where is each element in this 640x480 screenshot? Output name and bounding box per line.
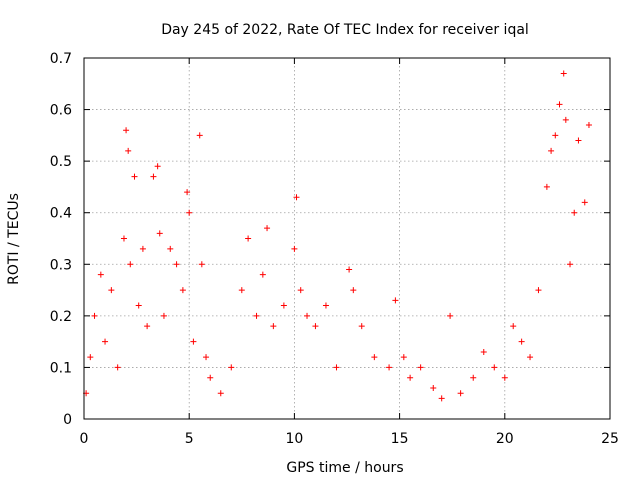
data-point [567, 261, 574, 268]
data-point [264, 225, 271, 232]
data-point [392, 297, 399, 304]
data-point [535, 287, 542, 294]
data-point [333, 364, 340, 371]
data-point [198, 261, 205, 268]
data-point [87, 354, 94, 361]
data-point [144, 323, 151, 330]
data-point [548, 147, 555, 154]
data-point [491, 364, 498, 371]
data-point [371, 354, 378, 361]
data-point [501, 374, 508, 381]
x-tick-label: 10 [285, 431, 303, 447]
y-tick-label: 0 [63, 412, 72, 428]
data-point [125, 147, 132, 154]
data-point [253, 312, 260, 319]
data-point [346, 266, 353, 273]
data-point [480, 348, 487, 355]
axes: 0 5 10 15 20 25 0 0.1 0.2 0.3 0.4 0.5 0.6 0.7 [50, 51, 619, 447]
data-point [173, 261, 180, 268]
data-point [457, 390, 464, 397]
data-point [123, 127, 130, 134]
data-point [238, 287, 245, 294]
data-point [350, 287, 357, 294]
data-point [120, 235, 127, 242]
x-tick-label: 15 [391, 431, 409, 447]
data-point [400, 354, 407, 361]
data-point [160, 312, 167, 319]
data-point [312, 323, 319, 330]
data-point [186, 209, 193, 216]
data-point [291, 245, 298, 252]
data-point [114, 364, 121, 371]
data-point [562, 116, 569, 123]
data-point [245, 235, 252, 242]
data-point [575, 137, 582, 144]
x-tick-label: 25 [601, 431, 619, 447]
data-point [510, 323, 517, 330]
data-point [560, 70, 567, 77]
y-tick-label: 0.4 [50, 206, 72, 222]
y-tick-label: 0.5 [50, 154, 72, 170]
grid-lines [84, 58, 610, 419]
data-point [108, 287, 115, 294]
data-point [135, 302, 142, 309]
data-point [167, 245, 174, 252]
data-point [581, 199, 588, 206]
x-tick-label: 5 [185, 431, 194, 447]
data-point [217, 390, 224, 397]
y-tick-label: 0.7 [50, 51, 72, 67]
data-point [297, 287, 304, 294]
data-point [304, 312, 311, 319]
data-point [156, 230, 163, 237]
data-point [447, 312, 454, 319]
y-tick-label: 0.3 [50, 257, 72, 273]
data-point [150, 173, 157, 180]
data-point [552, 132, 559, 139]
data-point [417, 364, 424, 371]
data-point [127, 261, 134, 268]
data-point [470, 374, 477, 381]
data-point [259, 271, 266, 278]
data-point [556, 101, 563, 108]
y-tick-label: 0.6 [50, 103, 72, 119]
y-tick-label: 0.2 [50, 309, 72, 325]
data-point [543, 183, 550, 190]
data-point [184, 189, 191, 196]
data-point [322, 302, 329, 309]
data-point [438, 395, 445, 402]
data-point [97, 271, 104, 278]
data-point [571, 209, 578, 216]
chart-title: Day 245 of 2022, Rate Of TEC Index for r… [161, 22, 529, 38]
data-point [358, 323, 365, 330]
data-point [203, 354, 210, 361]
data-point [407, 374, 414, 381]
data-point [527, 354, 534, 361]
data-point [102, 338, 109, 345]
data-point [228, 364, 235, 371]
plot-frame [83, 57, 611, 420]
data-point [293, 194, 300, 201]
data-point [518, 338, 525, 345]
x-axis-label: GPS time / hours [286, 460, 403, 476]
data-points [83, 70, 592, 402]
data-point [131, 173, 138, 180]
x-tick-label: 20 [496, 431, 514, 447]
data-point [91, 312, 98, 319]
x-tick-label: 0 [80, 431, 89, 447]
data-point [430, 385, 437, 392]
data-point [386, 364, 393, 371]
data-point [139, 245, 146, 252]
y-tick-label: 0.1 [50, 360, 72, 376]
data-point [154, 163, 161, 170]
data-point [190, 338, 197, 345]
y-axis-label: ROTI / TECUs [6, 193, 22, 285]
data-point [179, 287, 186, 294]
data-point [270, 323, 277, 330]
data-point [585, 122, 592, 129]
data-point [280, 302, 287, 309]
data-point [196, 132, 203, 139]
data-point [207, 374, 214, 381]
